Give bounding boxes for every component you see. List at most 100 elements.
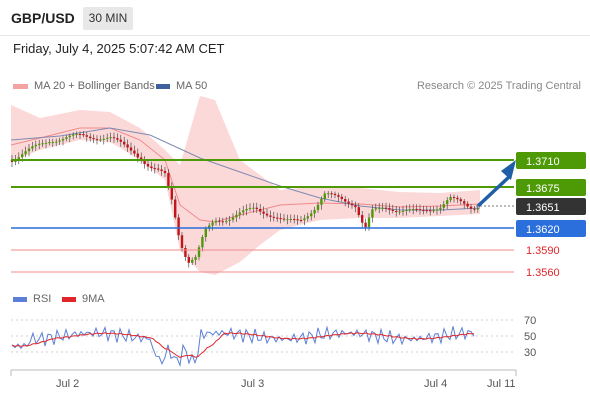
candle-body (374, 208, 377, 210)
candle-body (123, 141, 126, 145)
candle-body (58, 140, 61, 142)
candle-body (357, 207, 360, 216)
candle-body (327, 193, 330, 195)
candle-body (92, 138, 95, 140)
ma50-label: MA 50 (176, 80, 208, 92)
candle-body (303, 218, 306, 221)
candle-body (208, 225, 211, 229)
candle-body (129, 147, 133, 151)
candle-body (296, 219, 299, 221)
candle-body (466, 203, 469, 207)
candle-body (289, 218, 292, 220)
rsi-line (11, 325, 475, 368)
candle-body (259, 209, 262, 212)
candle-body (150, 166, 153, 169)
candle-body (231, 217, 235, 220)
candle-body (398, 211, 401, 213)
candle-body (170, 186, 173, 200)
candle-body (61, 138, 65, 141)
candle-body (221, 221, 224, 223)
candle-body (75, 133, 78, 135)
candle-body (425, 210, 428, 212)
legend-ma20: MA 20 + Bollinger Bands (13, 80, 155, 92)
candle-body (272, 216, 275, 218)
candle-body (55, 141, 58, 143)
candle-body (38, 143, 41, 145)
candle-body (306, 216, 309, 219)
candle-body (415, 208, 418, 210)
candle-body (99, 139, 102, 141)
candle-body (269, 215, 272, 217)
candle-body (48, 142, 51, 144)
candle-body (316, 204, 320, 211)
rsi-panel: 70 50 30 (11, 315, 536, 368)
candle-body (293, 218, 296, 220)
candle-body (201, 237, 204, 248)
candle-body (85, 135, 88, 137)
candle-body (248, 208, 252, 210)
candle-body (310, 213, 313, 217)
level-tag-4: 1.3620 (516, 220, 586, 237)
candle-body (446, 200, 449, 205)
candle-body (160, 169, 163, 171)
current-price-text: 1.3651 (526, 202, 560, 214)
candle-body (27, 148, 31, 152)
candle-body (442, 204, 445, 208)
candle-body (72, 134, 75, 136)
candle-body (405, 209, 408, 211)
candle-body (116, 138, 119, 140)
candle-body (21, 154, 24, 158)
candle-body (24, 151, 27, 155)
candle-body (330, 193, 333, 195)
candle-body (242, 210, 245, 213)
candle-body (347, 201, 350, 204)
candle-body (435, 209, 439, 211)
candle-body (367, 217, 371, 228)
candle-body (17, 157, 20, 160)
candle-body (204, 228, 207, 238)
legend-rsi: RSI (13, 293, 51, 305)
candle-body (432, 210, 435, 212)
candle-body (463, 201, 466, 204)
candle-body (153, 168, 156, 170)
candle-body (143, 161, 146, 164)
candle-body (333, 193, 337, 196)
candle-body (422, 210, 425, 212)
candle-body (235, 214, 238, 218)
candle-body (106, 137, 109, 139)
candle-body (211, 222, 214, 226)
ma20-swatch (13, 83, 28, 89)
candle-body (44, 142, 48, 144)
rsi-label: RSI (33, 293, 52, 305)
candle-body (401, 210, 405, 212)
ma20-label: MA 20 + Bollinger Bands (34, 80, 155, 92)
candle-body (449, 197, 452, 201)
level-tag-1: 1.3710 (516, 152, 586, 169)
candle-body (136, 153, 139, 158)
bollinger-band (11, 96, 480, 275)
forecast-arrow-head (501, 160, 516, 180)
candle-body (469, 206, 473, 209)
level-tag-2: 1.3675 (516, 179, 586, 196)
candle-body (388, 208, 391, 210)
candle-body (313, 210, 316, 214)
candle-body (34, 144, 37, 147)
candle-body (109, 137, 112, 139)
candle-body (391, 209, 394, 212)
candle-body (395, 211, 398, 213)
candle-body (364, 222, 367, 228)
candle-body (265, 213, 269, 216)
timeframe-button[interactable]: 30 MIN (83, 7, 133, 30)
candle-body (371, 209, 374, 218)
candle-body (65, 137, 68, 139)
candle-body (89, 136, 92, 139)
candle-body (167, 173, 170, 187)
candle-body (378, 207, 381, 209)
candle-body (82, 134, 85, 136)
candle-body (41, 143, 44, 145)
level-tag-1-text: 1.3710 (526, 156, 560, 168)
candle-body (384, 207, 388, 209)
candle-body (361, 215, 364, 223)
candle-body (187, 256, 190, 263)
